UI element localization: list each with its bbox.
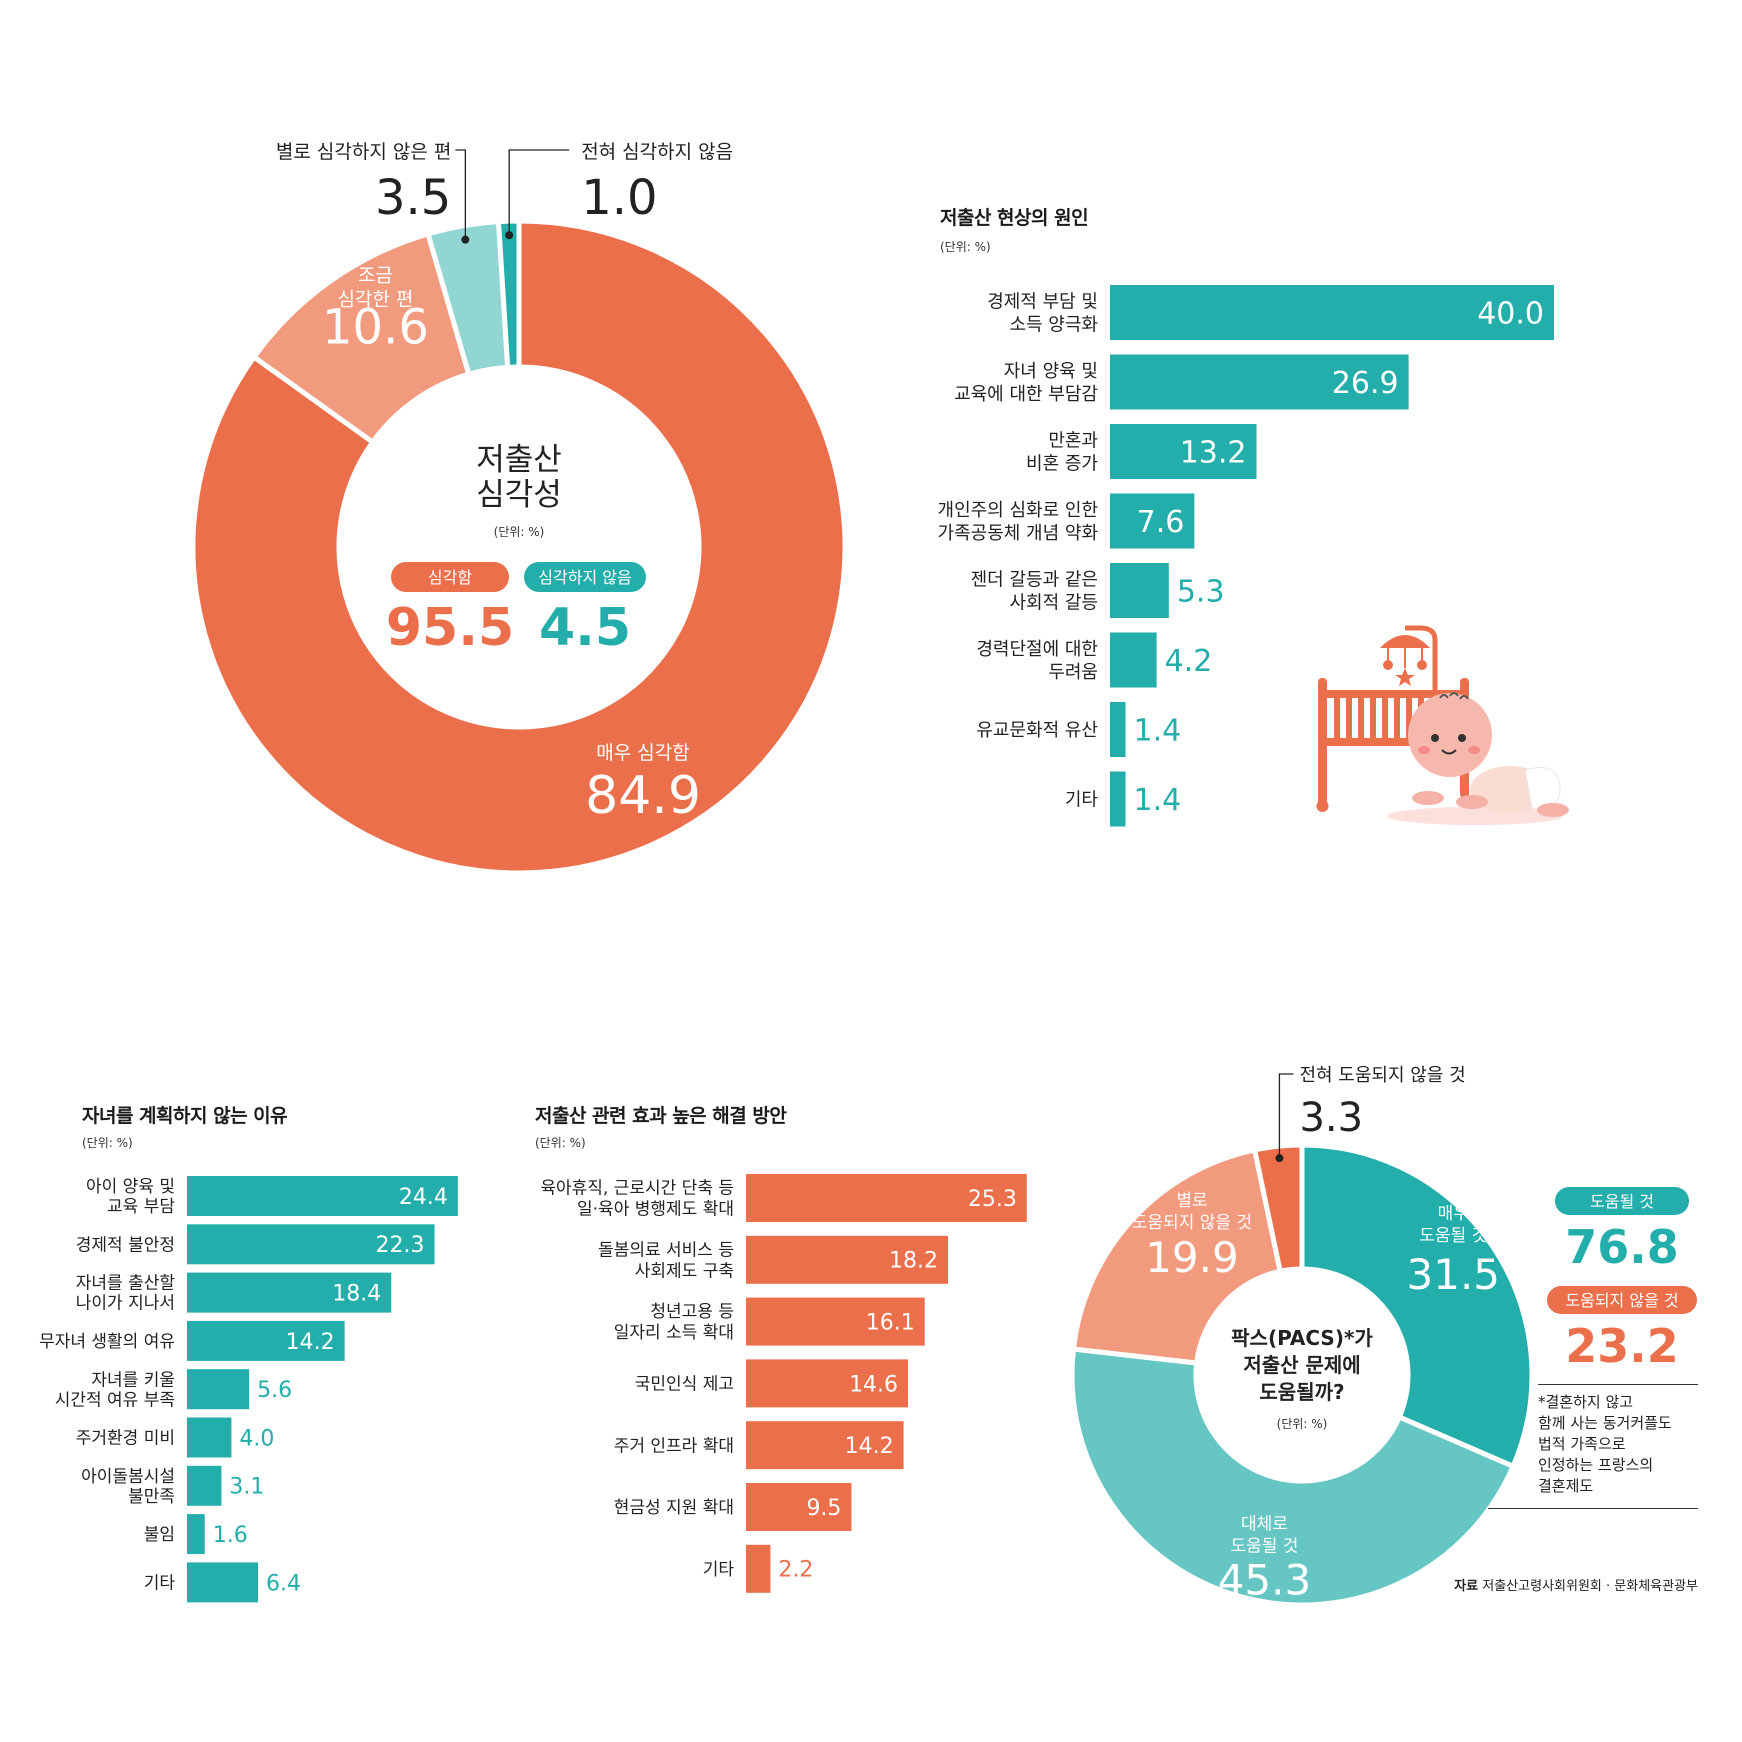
summary-serious-value: 95.5	[386, 598, 514, 658]
slice-value-very-serious: 84.9	[585, 766, 701, 826]
slice-label-not-serious: 전혀 심각하지 않음	[581, 141, 733, 163]
footnote-rule-bottom	[1488, 1508, 1698, 1509]
callout-line-not-very-serious	[455, 149, 467, 240]
slice-label-very-serious: 매우 심각함	[596, 742, 689, 764]
reasons-chart-unit: (단위: %)	[82, 1136, 133, 1150]
footnote-rule-top	[1538, 1384, 1698, 1385]
slice-value-not-very-serious: 3.5	[375, 170, 451, 226]
slice-value-somewhat-serious: 10.6	[322, 299, 429, 355]
source-label: 자료	[1454, 1579, 1479, 1594]
solutions-chart-unit: (단위: %)	[535, 1136, 586, 1150]
causes-chart-title: 저출산 현상의 원인	[940, 207, 1089, 229]
summary-not-serious-pill-label: 심각하지 않음	[538, 568, 631, 587]
slice-label-not-very-serious: 별로 심각하지 않은 편	[276, 141, 451, 163]
source-line: 자료 저출산고령사회위원회 · 문화체육관광부	[1454, 1575, 1698, 1594]
slice-label-somewhat-serious: 조금 심각한 편	[337, 264, 413, 310]
summary-serious-pill-label: 심각함	[428, 568, 472, 587]
summary-serious-pill	[391, 562, 509, 592]
slice-value-not-serious: 1.0	[581, 170, 657, 226]
source-text: 저출산고령사회위원회 · 문화체육관광부	[1482, 1579, 1698, 1594]
footnote: *결혼하지 않고 함께 사는 동거커플도 법적 가족으로 인정하는 프랑스의 결…	[1538, 1393, 1672, 1495]
seriousness-slice-3	[495, 218, 522, 371]
callout-line-not-serious	[508, 149, 570, 236]
seriousness-slice-0	[190, 218, 848, 876]
causes-chart-unit: (단위: %)	[940, 240, 991, 254]
reasons-chart-title: 자녀를 계획하지 않는 이유	[82, 1105, 288, 1127]
baby-crib-illustration	[1316, 625, 1569, 825]
summary-not-serious-pill	[524, 562, 646, 592]
seriousness-center-title: 저출산 심각성	[476, 442, 562, 513]
summary-not-serious-value: 4.5	[539, 598, 631, 658]
seriousness-center-unit: (단위: %)	[494, 525, 545, 539]
solutions-chart-title: 저출산 관련 효과 높은 해결 방안	[535, 1105, 787, 1127]
